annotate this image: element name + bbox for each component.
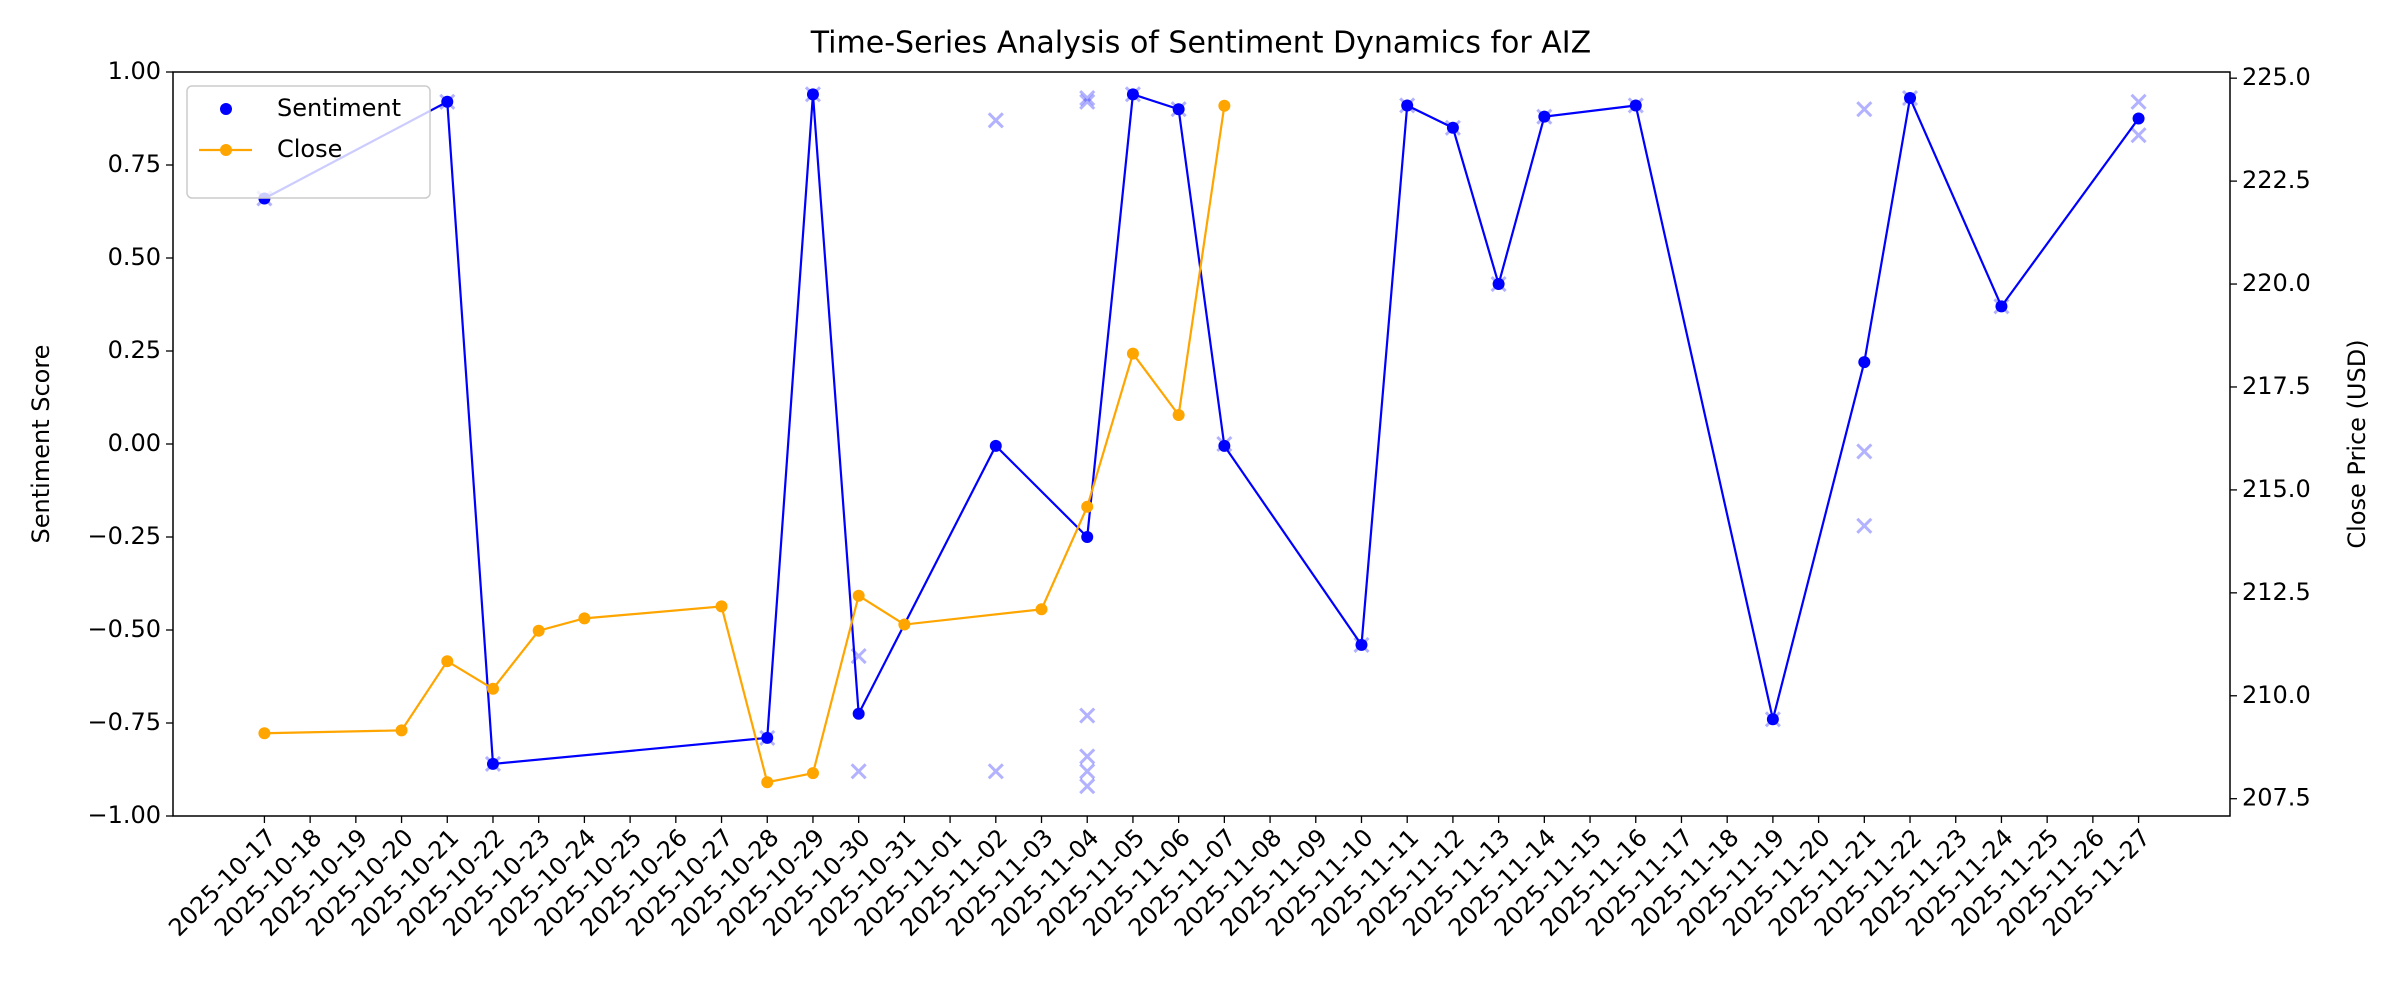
- series-point: [761, 731, 774, 744]
- scatter-point: [484, 755, 502, 772]
- series-point: [258, 727, 271, 740]
- legend-marker: [220, 144, 232, 156]
- y-tick-label: −1.00: [87, 801, 161, 829]
- scatter-point: [804, 86, 822, 103]
- series-point: [1401, 99, 1414, 112]
- scatter-point: [1079, 89, 1096, 107]
- scatter-point: [1079, 778, 1096, 795]
- series-point: [1766, 713, 1779, 726]
- series-point: [2132, 112, 2145, 125]
- scatter-point: [759, 729, 776, 746]
- series-point: [1355, 638, 1368, 651]
- scatter-point: [1399, 97, 1416, 114]
- y2-tick-label: 220.0: [2242, 269, 2311, 297]
- y2-tick-label: 215.0: [2242, 475, 2311, 503]
- series-point: [441, 655, 454, 668]
- scatter-point: [1124, 86, 1141, 103]
- series-point: [1172, 103, 1185, 116]
- series-point: [1538, 110, 1551, 123]
- y2-tick-label: 207.5: [2242, 784, 2311, 812]
- series-point: [578, 612, 591, 625]
- y2-tick-label: 225.0: [2242, 63, 2311, 91]
- series-point: [806, 88, 819, 101]
- scatter-point: [1170, 101, 1187, 118]
- series-point: [1858, 356, 1871, 369]
- series-line: [264, 105, 1226, 784]
- series-point: [989, 439, 1002, 452]
- legend-box: [186, 85, 431, 199]
- series-point: [441, 95, 454, 108]
- series-point: [1995, 300, 2008, 313]
- series-point: [852, 589, 865, 602]
- scatter-point: [2130, 93, 2147, 110]
- series-point: [395, 724, 408, 737]
- series-point: [1126, 88, 1139, 101]
- series-point: [1218, 99, 1231, 112]
- scatter-point: [2130, 127, 2147, 144]
- y-tick-label: 0.00: [108, 429, 161, 457]
- chart-title: Time-Series Analysis of Sentiment Dynami…: [810, 26, 1591, 61]
- series-point: [486, 682, 499, 695]
- legend-label: Close: [277, 135, 342, 163]
- scatter-point: [1856, 517, 1873, 534]
- y-tick-label: −0.75: [87, 708, 161, 736]
- scatter-point: [1764, 711, 1781, 728]
- y2-tick-label: 222.5: [2242, 166, 2311, 194]
- scatter-point: [850, 647, 867, 665]
- series-point: [898, 618, 911, 631]
- series-point: [1218, 439, 1231, 452]
- scatter-point: [1353, 636, 1370, 653]
- legend: Sentiment Close: [186, 85, 431, 199]
- scatter-point: [439, 93, 456, 110]
- scatter-point: [1627, 97, 1644, 114]
- scatter-point: [1079, 748, 1096, 765]
- y-tick-label: 1.00: [108, 57, 161, 85]
- scatter-point: [1901, 89, 1919, 107]
- scatter-point: [1079, 707, 1096, 724]
- plot-frame: [172, 71, 2231, 817]
- series-point: [1629, 99, 1642, 112]
- scatter-point: [1856, 443, 1873, 460]
- y-tick-label: 0.75: [108, 150, 161, 178]
- series-point: [532, 624, 545, 637]
- series-point: [1035, 603, 1048, 616]
- series-point: [1492, 278, 1505, 291]
- legend-label: Sentiment: [277, 94, 401, 122]
- scatter-point: [1993, 298, 2010, 315]
- series-point: [1081, 531, 1094, 543]
- legend-marker: [220, 103, 232, 115]
- scatter-point: [1079, 763, 1096, 780]
- series-point: [1446, 121, 1459, 134]
- scatter-point: [1216, 435, 1233, 453]
- y2-tick-label: 210.0: [2242, 681, 2311, 709]
- series-point: [1081, 500, 1094, 513]
- scatter-point: [1490, 275, 1507, 293]
- series-point: [761, 776, 774, 789]
- scatter-point: [1856, 101, 1873, 118]
- series-point: [1904, 92, 1917, 105]
- y2-tick-label: 217.5: [2242, 372, 2311, 400]
- y-tick-label: 0.50: [108, 243, 161, 271]
- y-tick-label: −0.25: [87, 522, 161, 550]
- scatter-point: [1444, 119, 1461, 136]
- y-axis-label: Sentiment Score: [27, 345, 55, 544]
- series-point: [1126, 347, 1139, 360]
- series-point: [715, 600, 728, 613]
- scatter-point: [987, 763, 1004, 780]
- y-tick-label: 0.25: [108, 336, 161, 364]
- series-point: [852, 707, 865, 720]
- series-point: [1172, 408, 1185, 421]
- series-line: [263, 92, 2140, 766]
- scatter-point: [987, 112, 1004, 129]
- series-point: [486, 757, 499, 770]
- series-point: [806, 767, 819, 780]
- y-tick-label: −0.50: [87, 615, 161, 643]
- scatter-point: [1536, 108, 1553, 125]
- y2-tick-label: 212.5: [2242, 578, 2311, 606]
- y2-axis-label: Close Price (USD): [2343, 339, 2371, 548]
- scatter-point: [1079, 93, 1096, 110]
- scatter-point: [850, 763, 867, 780]
